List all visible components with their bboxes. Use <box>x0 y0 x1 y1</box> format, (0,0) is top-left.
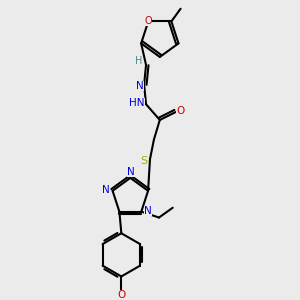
Text: O: O <box>176 106 184 116</box>
Text: O: O <box>117 290 125 300</box>
Text: N: N <box>136 81 144 91</box>
Text: O: O <box>145 16 152 26</box>
Text: S: S <box>140 156 148 166</box>
Text: N: N <box>144 206 152 216</box>
Text: N: N <box>128 167 135 177</box>
Text: H: H <box>136 56 143 66</box>
Text: N: N <box>102 185 110 195</box>
Text: HN: HN <box>130 98 145 108</box>
